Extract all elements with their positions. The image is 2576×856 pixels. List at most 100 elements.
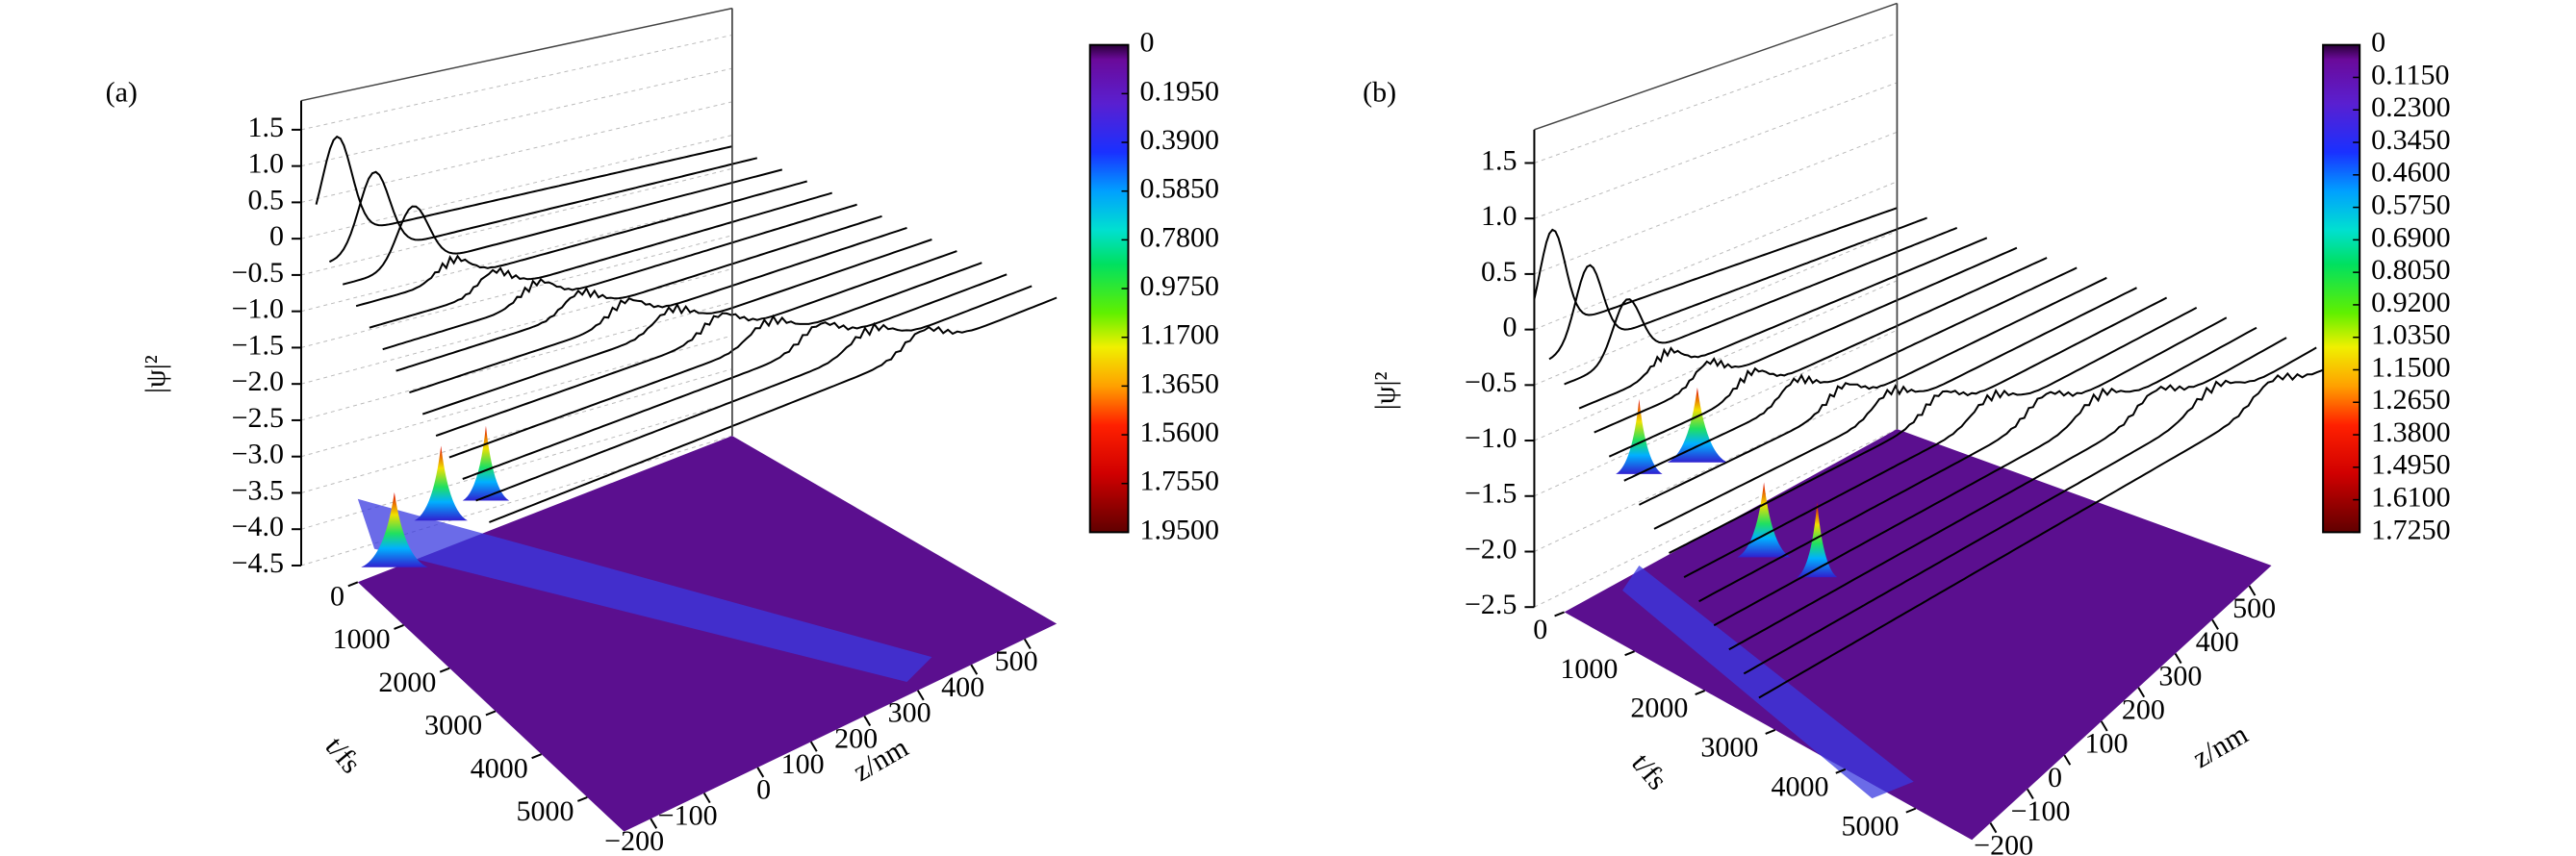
surface-stripe (1622, 565, 1914, 799)
grid-line (300, 435, 733, 566)
waterfall-line (462, 273, 1007, 480)
z-tick-label: −2.0 (1465, 533, 1517, 565)
z-tick-label: 0.5 (1481, 256, 1518, 288)
waterfall-line (369, 191, 832, 329)
colorbar-tick-label: 0.9750 (1139, 270, 1219, 302)
x-tick (1835, 768, 1847, 774)
y-axis-label: z/nm (2187, 718, 2253, 775)
colorbar-tick-label: 0.5850 (1139, 173, 1219, 205)
waterfall-line (421, 239, 932, 415)
waterfall-line (1533, 207, 1898, 316)
waterfall-line (315, 135, 733, 227)
y-tick-label: −100 (658, 799, 718, 831)
colorbar-tick-label: 1.5600 (1139, 416, 1219, 448)
z-tick-label: −1.0 (1465, 422, 1517, 454)
waterfall-line (1669, 296, 2168, 554)
surface-floor (1564, 429, 2272, 841)
z-tick-label: −0.5 (1465, 366, 1517, 398)
waterfall-line (448, 262, 982, 459)
grid-line (300, 201, 733, 313)
y-tick-label: 100 (781, 748, 825, 780)
back-wall-edge (300, 7, 733, 102)
y-tick (1023, 638, 1032, 650)
colorbar-tick-label: 0.4600 (2371, 157, 2451, 189)
x-tick (531, 753, 542, 760)
colorbar-tick-label: 1.2650 (2371, 384, 2451, 415)
x-tick-label: 5000 (1842, 810, 1900, 842)
waterfall-line (1578, 237, 1988, 410)
y-tick (2248, 585, 2257, 596)
grid-line (300, 67, 733, 167)
x-tick (1554, 611, 1565, 617)
z-axis-label: |ψ|² (1369, 371, 1401, 410)
z-tick-label: −4.0 (232, 511, 284, 542)
waterfall-line (1623, 266, 2078, 482)
colorbar-tick-label: 0.6900 (2371, 221, 2451, 253)
waterfall-line (489, 296, 1058, 523)
colorbar-tick-label: 1.0350 (2371, 319, 2451, 351)
waterfall-line (1743, 346, 2317, 675)
waterfall-line (1728, 337, 2287, 651)
y-tick-label: −200 (604, 825, 664, 856)
surface-peak (1667, 387, 1728, 463)
x-tick (1695, 690, 1706, 696)
x-tick-label: 2000 (378, 667, 436, 698)
y-tick-label: 400 (2196, 626, 2239, 658)
colorbar-tick-label: 1.7550 (1139, 466, 1219, 497)
waterfall-line (475, 285, 1033, 502)
waterfall-line (1713, 326, 2257, 627)
y-tick-label: 500 (2232, 592, 2276, 624)
x-tick (485, 710, 497, 717)
x-tick-label: 1000 (333, 623, 391, 655)
y-tick (2100, 720, 2108, 732)
y-tick-label: 200 (2122, 694, 2165, 726)
y-tick (650, 818, 658, 829)
grid-line (1534, 181, 1898, 331)
colorbar-tick-label: 1.4950 (2371, 449, 2451, 481)
grid-line (1534, 32, 1898, 164)
y-tick-label: 200 (834, 722, 878, 754)
waterfall-line (1564, 226, 1958, 386)
surface-peak (462, 425, 510, 501)
x-tick-label: 4000 (1771, 770, 1828, 802)
y-tick-label: 500 (995, 645, 1038, 677)
z-tick-label: 0 (269, 220, 284, 252)
x-tick (439, 667, 450, 673)
colorbar-tick-label: 0.5750 (2371, 189, 2451, 220)
colorbar-tick-label: 0.2300 (2371, 91, 2451, 123)
x-axis-label: t/fs (319, 731, 368, 780)
x-tick (347, 581, 359, 588)
y-tick (916, 690, 925, 701)
y-tick (2063, 754, 2072, 766)
x-tick-label: 1000 (1560, 653, 1618, 685)
z-tick-label: −4.5 (232, 547, 284, 579)
x-axis-label: t/fs (1625, 747, 1673, 796)
x-tick (1624, 650, 1635, 657)
waterfall-line (1548, 216, 1927, 361)
y-tick (970, 664, 979, 675)
colorbar-tick-label: 0.1950 (1139, 75, 1219, 107)
x-tick (576, 795, 588, 802)
grid-line (300, 34, 733, 131)
x-tick-label: 3000 (424, 710, 482, 742)
y-tick-label: −200 (1974, 829, 2033, 856)
colorbar-tick-label: 0.1150 (2371, 59, 2449, 90)
z-tick-label: −1.5 (1465, 478, 1517, 510)
colorbar-tick-label: 1.3650 (1139, 367, 1219, 399)
grid-line (1534, 379, 1898, 552)
waterfall-line (328, 157, 758, 264)
z-tick-label: −0.5 (232, 257, 284, 289)
y-tick-label: 100 (2084, 728, 2128, 760)
y-tick-label: 400 (941, 671, 984, 703)
z-tick-label: 1.5 (248, 112, 285, 143)
colorbar-tick-label: 0.9200 (2371, 287, 2451, 318)
grid-line (1534, 428, 1898, 608)
y-tick (2174, 653, 2182, 665)
grid-line (1534, 131, 1898, 275)
grid-line (300, 235, 733, 348)
waterfall-line (1594, 246, 2018, 434)
z-tick-label: −1.5 (232, 329, 284, 361)
y-tick-label: 0 (756, 774, 771, 806)
surface-peak (1616, 399, 1663, 474)
z-tick-label: −2.0 (232, 365, 284, 397)
